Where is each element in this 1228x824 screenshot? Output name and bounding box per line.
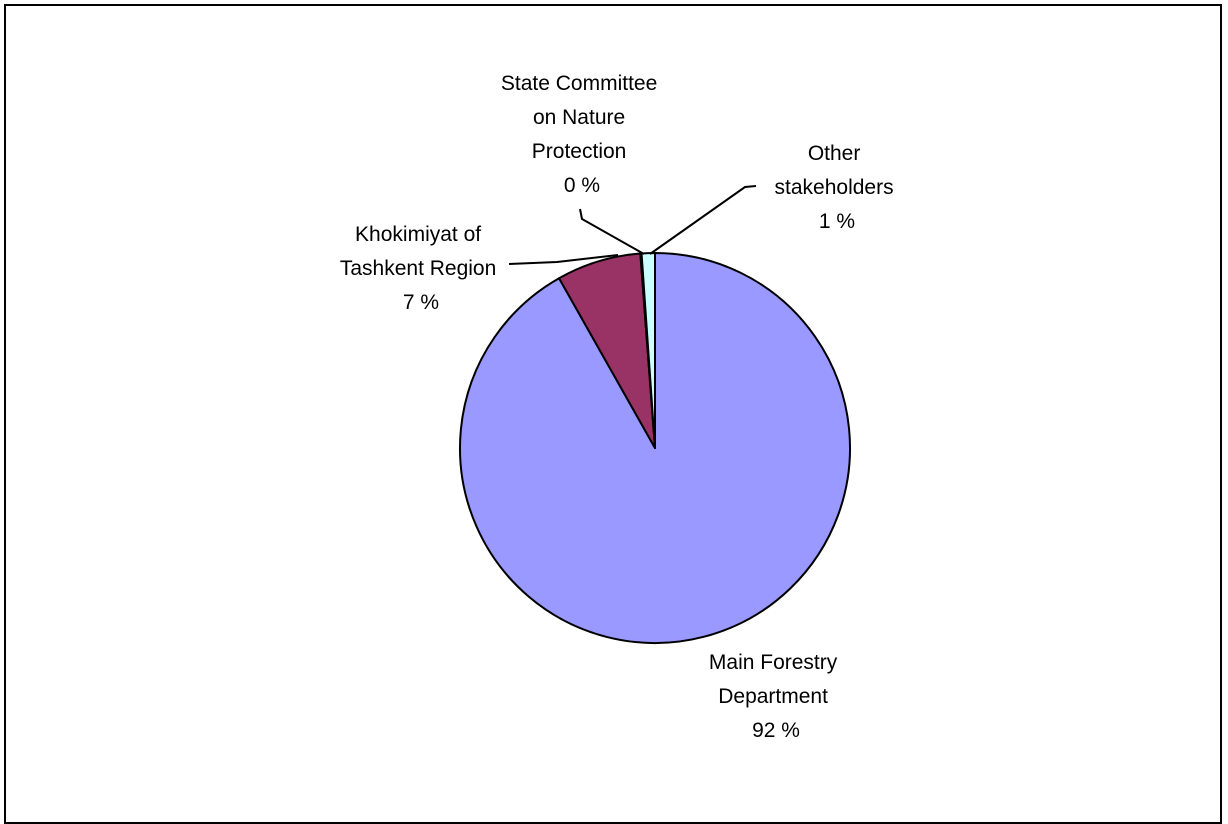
label-main-forestry-line2: Department	[718, 685, 828, 708]
label-khokimiyat-line2: Tashkent Region	[340, 257, 496, 280]
label-khokimiyat-line1: Khokimiyat of	[355, 223, 481, 246]
label-state-committee-line2: on Nature	[533, 106, 625, 129]
label-state-committee: State Committee on Nature Protection 0 %	[501, 72, 663, 197]
label-main-forestry: Main Forestry Department 92 %	[709, 651, 843, 742]
label-other-stakeholders-percent: 1 %	[819, 210, 855, 233]
label-khokimiyat-percent: 7 %	[403, 291, 439, 314]
label-other-stakeholders-line2: stakeholders	[775, 176, 894, 199]
label-other-stakeholders: Other stakeholders 1 %	[775, 142, 900, 233]
label-state-committee-line1: State Committee	[501, 72, 657, 95]
label-other-stakeholders-line1: Other	[808, 142, 861, 165]
label-main-forestry-percent: 92 %	[752, 719, 800, 742]
leader-state-committee	[579, 208, 645, 255]
label-khokimiyat: Khokimiyat of Tashkent Region 7 %	[340, 223, 502, 314]
leader-other-stakeholders	[649, 185, 757, 255]
label-main-forestry-line1: Main Forestry	[709, 651, 838, 674]
leader-khokimiyat	[508, 254, 619, 265]
label-state-committee-line3: Protection	[532, 140, 627, 163]
label-state-committee-percent: 0 %	[564, 174, 600, 197]
